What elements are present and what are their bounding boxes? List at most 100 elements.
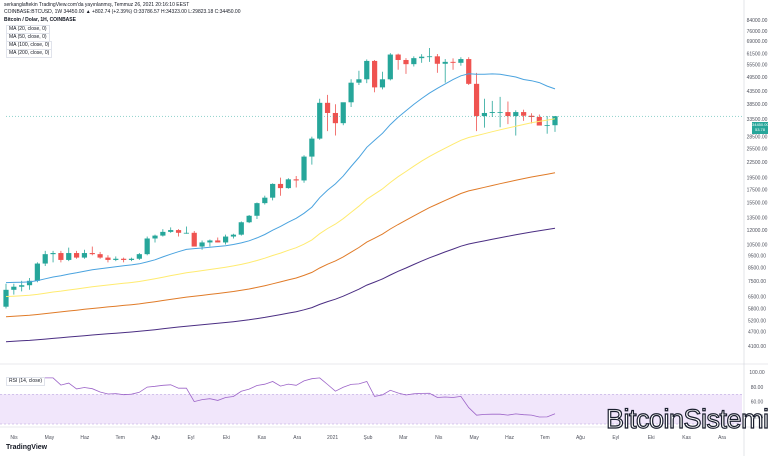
- candle-body: [434, 56, 440, 64]
- candle-body: [50, 253, 56, 255]
- time-tick-label: Eki: [223, 435, 230, 441]
- candle-body: [183, 232, 189, 234]
- price-tick-label: 9500.00: [748, 253, 766, 259]
- symbol-line: COINBASE:BTCUSD, 1W 34450.00 ▲ +802.74 (…: [4, 9, 241, 15]
- candle-body: [215, 240, 221, 243]
- candle-body: [246, 215, 252, 223]
- time-tick-label: Eki: [648, 435, 655, 441]
- candle-body: [238, 222, 244, 235]
- time-tick-label: Nis: [435, 435, 443, 441]
- candle-body: [332, 112, 338, 124]
- candle-body: [403, 59, 409, 65]
- chart-title: Bitcoin / Dolar, 1H, COINBASE: [4, 17, 76, 23]
- price-tick-label: 38500.00: [747, 102, 768, 108]
- rsi-tick-label: 60.00: [751, 400, 764, 406]
- author-line: serkanglaftekin TradingView.com'da yayın…: [4, 2, 190, 8]
- candle-body: [505, 112, 511, 117]
- candle-body: [175, 230, 182, 233]
- candle-body: [223, 236, 229, 243]
- last-price-badge: 34450.00 53.78: [752, 122, 768, 134]
- candle-body: [113, 258, 119, 260]
- candle-body: [552, 116, 558, 126]
- rsi-tick-label: 40.00: [751, 415, 764, 421]
- time-tick-label: Şub: [364, 435, 373, 441]
- time-tick-label: Ağu: [576, 435, 585, 441]
- candle-body: [293, 179, 299, 181]
- candle-body: [19, 285, 25, 287]
- price-tick-label: 49500.00: [747, 75, 768, 81]
- candle-body: [324, 102, 331, 113]
- candle-body: [379, 79, 386, 88]
- tradingview-logo: TradingView: [6, 444, 48, 451]
- candle-body: [11, 286, 17, 290]
- price-tick-label: 10500.00: [747, 242, 768, 248]
- time-tick-label: Tem: [115, 435, 124, 441]
- candle-body: [168, 230, 174, 232]
- candle-body: [513, 112, 519, 117]
- price-tick-label: 33500.00: [747, 117, 768, 123]
- rsi-legend[interactable]: RSI (14, close): [6, 377, 46, 386]
- price-tick-label: 6500.00: [748, 294, 766, 300]
- price-tick-label: 15500.00: [747, 200, 768, 206]
- candle-body: [42, 254, 48, 264]
- candle-body: [473, 83, 480, 117]
- candle-body: [270, 183, 276, 198]
- time-tick-label: 2021: [327, 435, 338, 441]
- candle-body: [191, 232, 197, 247]
- candle-body: [481, 112, 488, 117]
- time-tick-label: Mar: [399, 435, 408, 441]
- candle-body: [309, 138, 315, 157]
- candle-body: [199, 242, 205, 247]
- candle-body: [497, 112, 503, 113]
- price-tick-label: 28500.00: [747, 135, 768, 141]
- time-tick-label: Eyl: [188, 435, 195, 441]
- candle-body: [207, 240, 213, 243]
- candle-body: [34, 263, 40, 281]
- candle-body: [81, 253, 88, 258]
- bitcoinsistemi-watermark: BitcoinSistemi: [605, 403, 768, 434]
- candle-body: [450, 61, 456, 63]
- candle-body: [26, 280, 33, 286]
- candle-body: [364, 60, 370, 80]
- candle-body: [372, 60, 378, 88]
- ma200-line: [5, 227, 556, 343]
- candle-body: [301, 156, 307, 181]
- time-tick-label: Nis: [10, 435, 18, 441]
- candle-body: [340, 102, 346, 124]
- candle-body: [89, 253, 95, 255]
- candle-body: [442, 61, 448, 64]
- price-tick-label: 5800.00: [748, 307, 766, 313]
- price-tick-label: 4700.00: [748, 329, 766, 335]
- candle-body: [387, 54, 393, 80]
- price-tick-label: 17500.00: [747, 187, 768, 193]
- price-tick-label: 4100.00: [748, 344, 766, 350]
- price-tick-label: 8500.00: [748, 265, 766, 271]
- candle-body: [489, 112, 495, 113]
- time-tick-label: Haz: [505, 435, 514, 441]
- time-tick-label: May: [469, 435, 479, 441]
- time-tick-label: Kas: [682, 435, 691, 441]
- ma200-legend[interactable]: MA (200, close, 0): [6, 49, 53, 58]
- candle-body: [230, 234, 237, 237]
- candle-body: [3, 289, 9, 307]
- candle-body: [160, 231, 166, 236]
- candle-body: [277, 183, 284, 189]
- candle-body: [458, 59, 464, 63]
- ma50-line: [5, 118, 556, 297]
- time-tick-label: May: [45, 435, 55, 441]
- price-tick-label: 76000.00: [747, 29, 768, 35]
- time-tick-label: Haz: [80, 435, 89, 441]
- time-tick-label: Tem: [540, 435, 549, 441]
- rsi-tick-label: 80.00: [751, 385, 764, 391]
- candle-body: [356, 79, 362, 83]
- candle-body: [105, 257, 111, 260]
- time-tick-label: Eyl: [612, 435, 619, 441]
- price-tick-label: 55500.00: [747, 63, 768, 69]
- price-tick-label: 7500.00: [748, 279, 766, 285]
- candle-body: [466, 59, 472, 84]
- price-tick-label: 19500.00: [747, 176, 768, 182]
- rsi-tick-label: 100.00: [749, 370, 765, 376]
- price-tick-label: 22500.00: [747, 160, 768, 166]
- ma20-line: [5, 73, 556, 284]
